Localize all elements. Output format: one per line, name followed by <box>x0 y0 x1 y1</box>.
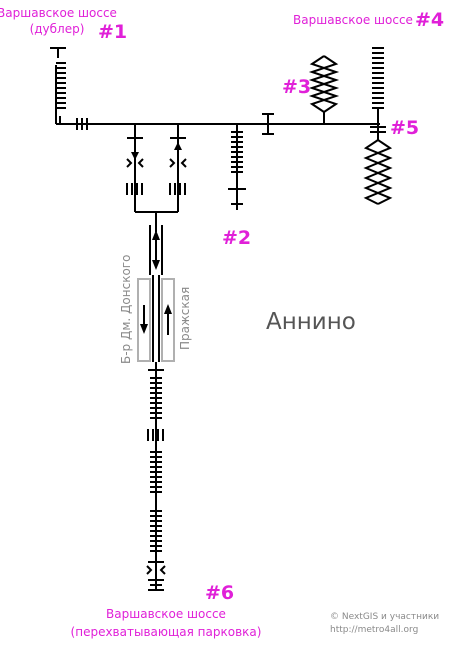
platform-label-right: Пражская <box>178 287 192 350</box>
exit-5-ramp <box>363 124 393 205</box>
platform-label-left: Б-р Дм. Донского <box>119 255 133 364</box>
platform <box>137 275 175 362</box>
exit-4-number: #4 <box>415 9 444 31</box>
exit-3-number: #3 <box>282 76 311 98</box>
exit-4-label-line1: Варшавское шоссе <box>293 13 413 27</box>
exit-4-stairs <box>372 47 384 124</box>
exit-6-label-line2: (перехватывающая парковка) <box>71 625 262 639</box>
turnstile-passages <box>126 124 187 213</box>
exit-1-stairs <box>50 47 66 124</box>
exit-2-number: #2 <box>222 227 251 249</box>
exit-5-number: #5 <box>390 117 419 139</box>
exit-1-number: #1 <box>98 21 127 43</box>
main-corridor <box>55 65 380 125</box>
exit-1-label-line2: (дублер) <box>30 22 85 36</box>
credits-line1: © NextGIS и участники <box>330 612 439 622</box>
exit-6-number: #6 <box>205 582 234 604</box>
corridor-stairs-1 <box>76 118 88 130</box>
exit-3-ramp <box>308 55 340 124</box>
platform-connector <box>149 212 163 275</box>
station-name: Аннино <box>266 309 356 335</box>
credits-line2: http://metro4all.org <box>330 625 418 635</box>
exit-1-label-line1: Варшавское шоссе <box>0 6 117 20</box>
exit-6-label-line1: Варшавское шоссе <box>106 607 226 621</box>
corridor-door <box>262 113 274 135</box>
exit-2-stairs <box>228 124 246 210</box>
exit-6-stairs <box>146 362 166 591</box>
